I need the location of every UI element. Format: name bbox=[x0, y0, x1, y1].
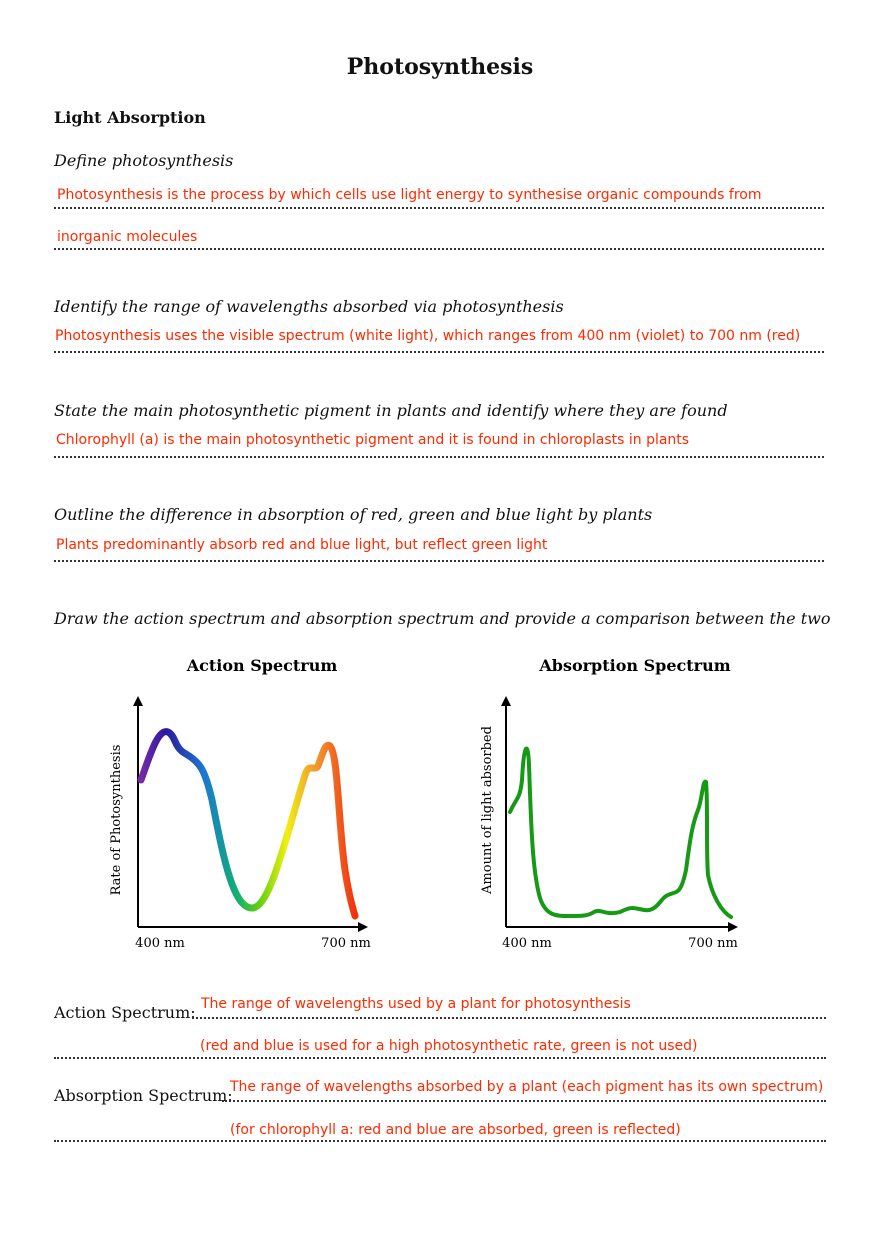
question-prompt: Outline the difference in absorption of … bbox=[54, 505, 653, 524]
x-axis-label: 400 nm bbox=[135, 936, 185, 951]
question-prompt: Define photosynthesis bbox=[54, 151, 234, 170]
axis-arrow bbox=[501, 696, 511, 706]
answer-line bbox=[54, 560, 824, 562]
graph-title: Action Spectrum bbox=[186, 656, 338, 675]
answer-text: The range of wavelengths absorbed by a p… bbox=[230, 1079, 824, 1095]
x-axis-label: 700 nm bbox=[688, 936, 738, 951]
answer-line bbox=[54, 1057, 826, 1059]
answer-text: Photosynthesis uses the visible spectrum… bbox=[55, 328, 801, 344]
answer-text: Chlorophyll (a) is the main photosynthet… bbox=[56, 432, 690, 448]
answer-text: (red and blue is used for a high photosy… bbox=[200, 1038, 698, 1054]
question-prompt: Draw the action spectrum and absorption … bbox=[54, 609, 831, 628]
answer-text: The range of wavelengths used by a plant… bbox=[201, 996, 631, 1012]
answer-text: inorganic molecules bbox=[57, 229, 198, 245]
answer-line bbox=[54, 351, 824, 353]
answer-line bbox=[222, 1100, 826, 1102]
answer-line bbox=[54, 1140, 826, 1142]
question-prompt: Identify the range of wavelengths absorb… bbox=[54, 297, 564, 316]
axis-arrow bbox=[728, 922, 738, 932]
comparison-label: Action Spectrum: bbox=[54, 1003, 196, 1022]
comparison-label: Absorption Spectrum: bbox=[54, 1086, 233, 1105]
answer-line bbox=[54, 207, 824, 209]
answer-text: Plants predominantly absorb red and blue… bbox=[56, 537, 548, 553]
answer-text: (for chlorophyll a: red and blue are abs… bbox=[230, 1122, 681, 1138]
y-axis-label: Rate of Photosynthesis bbox=[109, 745, 124, 896]
x-axis-label: 400 nm bbox=[502, 936, 552, 951]
graph-title: Absorption Spectrum bbox=[538, 656, 730, 675]
answer-line bbox=[54, 456, 824, 458]
axis-arrow bbox=[358, 922, 368, 932]
x-axis-label: 700 nm bbox=[321, 936, 371, 951]
answer-line bbox=[192, 1017, 826, 1019]
absorption-curve bbox=[508, 746, 733, 919]
spectrum-graphs: Action Spectrum Rate of Photosynthesis 4… bbox=[109, 656, 738, 951]
answer-text: Photosynthesis is the process by which c… bbox=[57, 187, 762, 203]
page-title: Photosynthesis bbox=[346, 54, 534, 80]
answer-line bbox=[54, 248, 824, 250]
question-prompt: State the main photosynthetic pigment in… bbox=[54, 401, 728, 420]
action-curve bbox=[137, 728, 359, 920]
y-axis-label: Amount of light absorbed bbox=[480, 726, 495, 895]
section-heading: Light Absorption bbox=[54, 108, 206, 127]
axis-arrow bbox=[133, 696, 143, 706]
